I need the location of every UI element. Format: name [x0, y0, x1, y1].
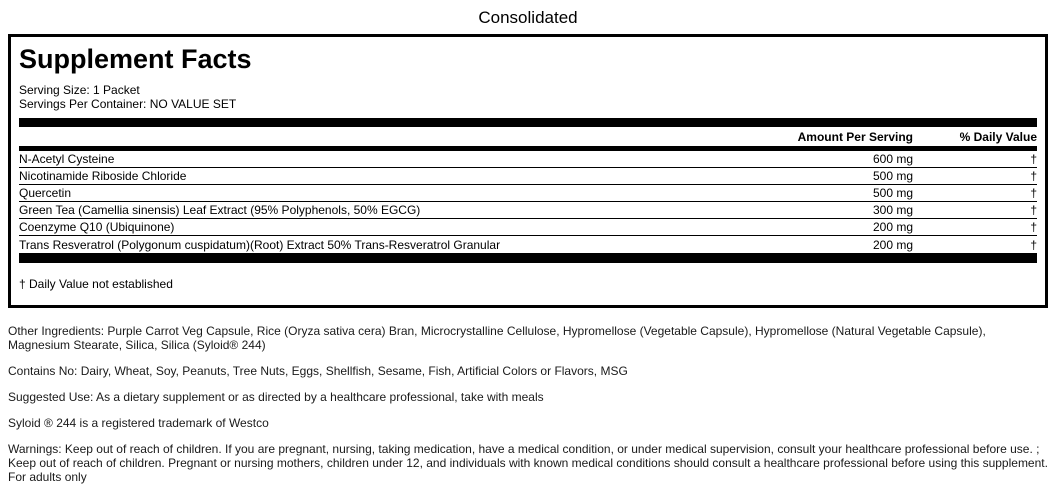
ingredient-name: Coenzyme Q10 (Ubiquinone)	[19, 220, 175, 234]
ingredient-daily-value: †	[1030, 220, 1037, 234]
ingredient-amount: 600 mg	[872, 152, 913, 166]
column-header-amount-per-serving: Amount Per Serving	[797, 129, 913, 144]
trademark-text: Syloid ® 244 is a registered trademark o…	[8, 416, 269, 430]
supplement-facts-heading: Supplement Facts	[19, 44, 252, 74]
document-title: Consolidated	[478, 8, 578, 27]
suggested-use-text: Suggested Use: As a dietary supplement o…	[8, 390, 544, 404]
servings-per-container-text: Servings Per Container: NO VALUE SET	[19, 97, 237, 111]
supplement-facts-panel: Supplement Facts Serving Size: 1 Packet …	[8, 34, 1048, 308]
ingredient-amount: 300 mg	[872, 203, 913, 217]
table-header-row: Amount Per Serving % Daily Value	[19, 127, 1037, 146]
ingredient-amount: 500 mg	[872, 169, 913, 183]
ingredient-daily-value: †	[1030, 169, 1037, 183]
ingredient-amount: 200 mg	[872, 237, 913, 252]
ingredient-row: Nicotinamide Riboside Chloride 500 mg †	[19, 168, 1037, 185]
ingredient-amount: 200 mg	[872, 220, 913, 234]
ingredient-row: Coenzyme Q10 (Ubiquinone) 200 mg †	[19, 219, 1037, 236]
ingredient-name: N-Acetyl Cysteine	[19, 152, 115, 166]
notes-section: Other Ingredients: Purple Carrot Veg Cap…	[8, 324, 1048, 484]
ingredient-table: N-Acetyl Cysteine 600 mg † Nicotinamide …	[19, 151, 1037, 253]
ingredient-row: Trans Resveratrol (Polygonum cuspidatum)…	[19, 236, 1037, 253]
ingredient-name: Quercetin	[19, 186, 72, 200]
warnings-text: Warnings: Keep out of reach of children.…	[8, 442, 1048, 484]
serving-size-text: Serving Size: 1 Packet	[19, 83, 140, 97]
daily-value-footnote: † Daily Value not established	[19, 277, 173, 291]
ingredient-daily-value: †	[1030, 152, 1037, 166]
column-header-daily-value: % Daily Value	[959, 129, 1037, 144]
ingredient-amount: 500 mg	[872, 186, 913, 200]
contains-no-text: Contains No: Dairy, Wheat, Soy, Peanuts,…	[8, 364, 628, 378]
divider-thick-bottom	[19, 253, 1037, 263]
ingredient-name: Trans Resveratrol (Polygonum cuspidatum)…	[19, 237, 501, 252]
ingredient-daily-value: †	[1030, 186, 1037, 200]
divider-medium	[19, 146, 1037, 151]
ingredient-daily-value: †	[1030, 237, 1037, 252]
ingredient-row: Green Tea (Camellia sinensis) Leaf Extra…	[19, 202, 1037, 219]
ingredient-row: N-Acetyl Cysteine 600 mg †	[19, 151, 1037, 168]
ingredient-name: Nicotinamide Riboside Chloride	[19, 169, 187, 183]
divider-thick-top	[19, 118, 1037, 127]
ingredient-name: Green Tea (Camellia sinensis) Leaf Extra…	[19, 203, 421, 217]
ingredient-row: Quercetin 500 mg †	[19, 185, 1037, 202]
other-ingredients-text: Other Ingredients: Purple Carrot Veg Cap…	[8, 324, 986, 352]
ingredient-daily-value: †	[1030, 203, 1037, 217]
